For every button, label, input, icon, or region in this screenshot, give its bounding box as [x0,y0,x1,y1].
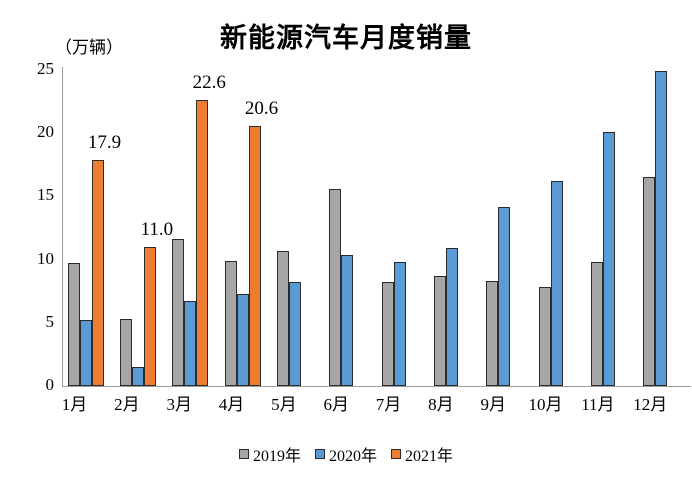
bar-2019年-6月 [329,188,342,386]
x-axis-month-label: 1月 [61,395,88,414]
bar-2020年-1月 [79,320,92,386]
bar-2019年-11月 [590,262,603,386]
bar-2021年-4月 [248,125,261,386]
bar-2020年-12月 [655,71,668,386]
bar-2020年-7月 [393,262,406,386]
bar-2021年-1月 [91,159,104,386]
bar-2021年-3月 [196,100,209,386]
x-axis-month-label: 5月 [271,395,297,414]
bar-2020年-8月 [445,248,458,386]
y-axis-tick-label: 20 [37,122,54,142]
legend-item-2019年: 2019年 [238,442,301,466]
y-axis-unit-label: （万辆） [55,38,123,57]
legend-label: 2019年 [252,448,301,465]
data-label-2021年-1月: 17.9 [87,131,122,153]
bar-2019年-7月 [381,282,394,386]
data-label-2021年-4月: 20.6 [244,97,279,119]
bar-2020年-3月 [184,301,197,386]
data-label-2021年-3月: 22.6 [192,72,226,94]
y-axis-tick-label: 25 [37,59,54,78]
bar-2021年-2月 [143,246,156,386]
bar-2020年-4月 [236,293,249,386]
x-axis-month-label: 3月 [166,395,192,414]
x-axis-line [62,386,691,387]
x-axis-month-label: 4月 [218,395,245,414]
bar-2020年-6月 [341,254,354,386]
legend-label: 2021年 [405,448,454,465]
legend-swatch-icon [314,449,325,459]
y-axis-line [62,67,63,386]
bar-2019年-2月 [119,319,132,386]
bar-2019年-4月 [224,260,237,386]
y-axis-tick-label: 0 [45,375,55,394]
x-axis-month-label: 8月 [428,395,454,414]
bar-2019年-10月 [538,287,551,386]
x-axis-month-label: 11月 [581,395,615,414]
legend-swatch-icon [391,449,401,459]
y-axis-tick-label: 10 [37,248,54,268]
bar-2020年-10月 [550,181,563,386]
legend-item-2021年: 2021年 [391,442,453,466]
x-axis-month-label: 9月 [480,395,506,414]
bar-2020年-11月 [602,131,615,386]
bar-2019年-12月 [643,177,656,386]
legend-swatch-icon [238,449,249,459]
chart-legend: 2019年 2020年 2021年 [0,442,692,466]
x-axis-month-label: 10月 [528,395,563,414]
legend-item-2020年: 2020年 [314,442,377,466]
bar-2019年-9月 [486,281,499,386]
x-axis-month-label: 12月 [633,395,668,414]
bar-2019年-8月 [433,276,446,386]
bar-2019年-1月 [67,263,80,386]
x-axis-month-label: 6月 [323,395,349,414]
bar-2020年-9月 [498,206,511,386]
bar-2019年-5月 [276,250,289,386]
x-axis-month-label: 2月 [114,395,140,414]
chart-title: 新能源汽车月度销量 [220,23,472,53]
bar-2020年-2月 [131,367,144,386]
y-axis-tick-label: 5 [45,311,55,331]
data-label-2021年-2月: 11.0 [140,218,174,240]
y-axis-tick-label: 15 [37,185,54,205]
x-axis-month-label: 7月 [375,395,402,414]
bar-2020年-5月 [288,282,301,386]
bar-2019年-3月 [172,239,185,386]
legend-label: 2020年 [328,448,377,465]
